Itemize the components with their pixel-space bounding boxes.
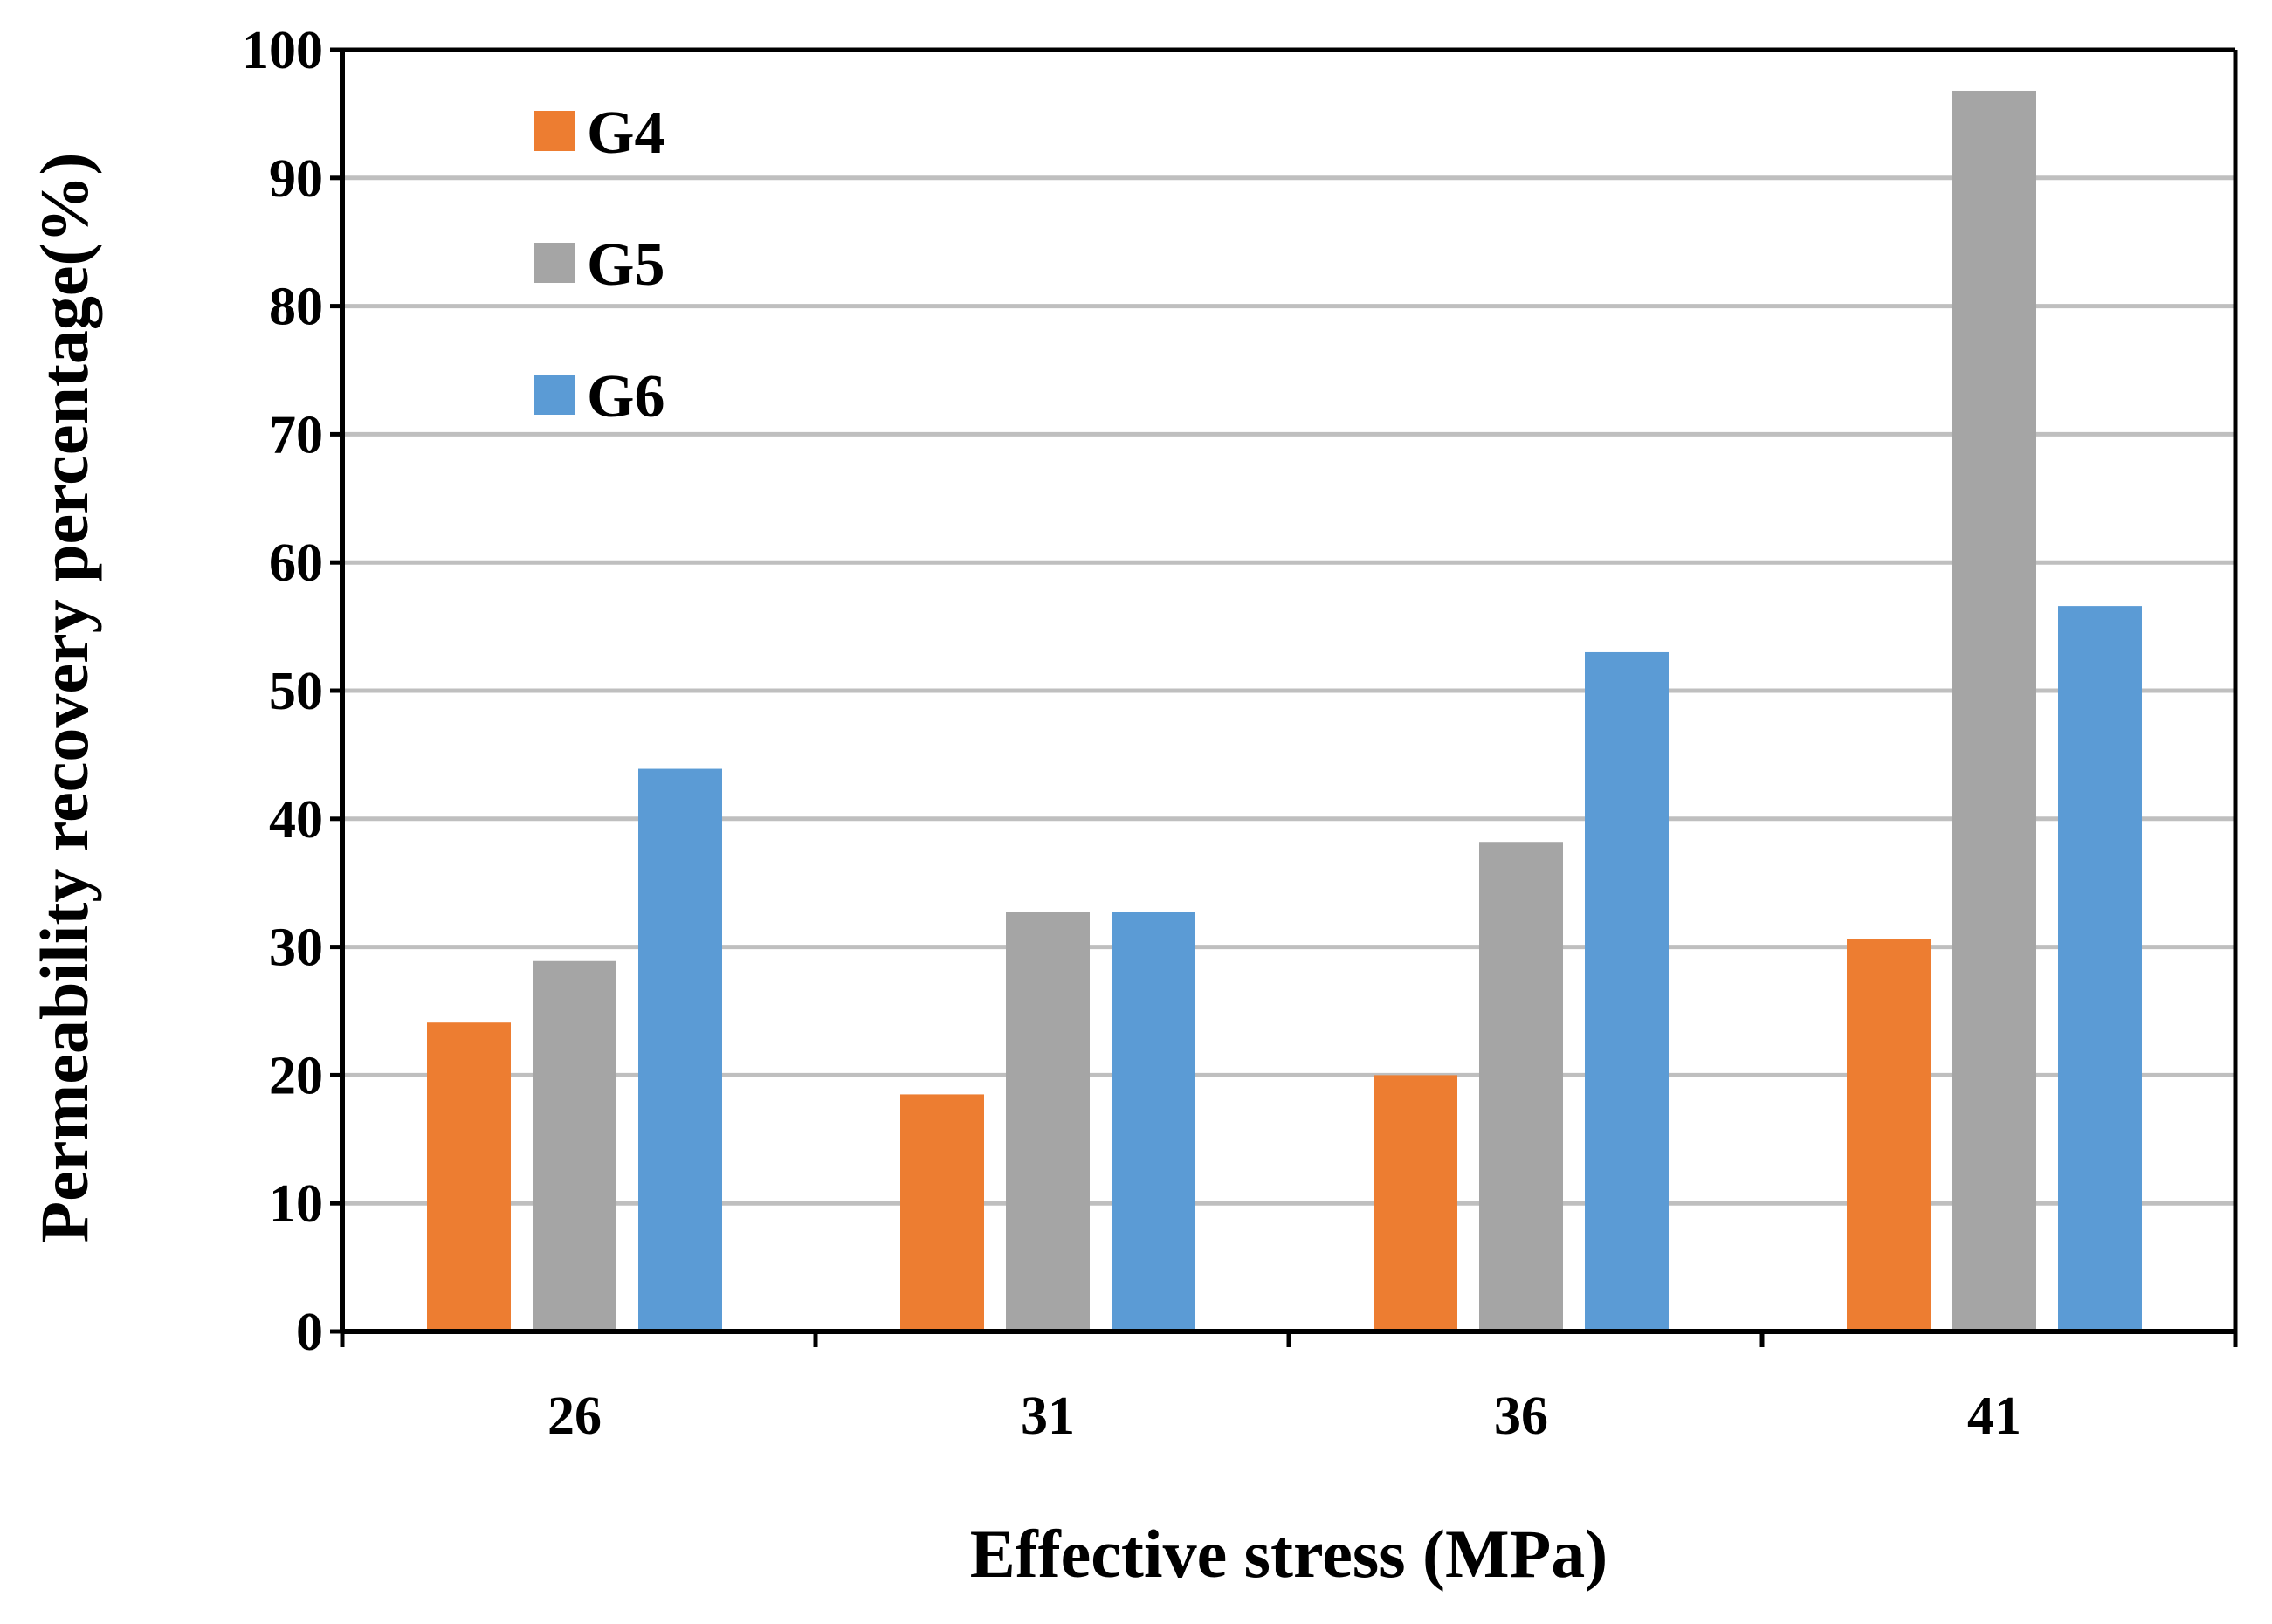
- x-tick-label: 36: [1494, 1387, 1548, 1446]
- axes: [330, 47, 2238, 1347]
- legend-label-g5: G5: [587, 231, 664, 299]
- y-tick-label: 70: [269, 405, 323, 464]
- bar-g4-41: [1847, 939, 1931, 1332]
- legend-swatch-g4: [534, 111, 575, 151]
- legend-label-g6: G6: [587, 363, 664, 430]
- bar-g5-31: [1006, 912, 1090, 1332]
- legend-swatch-g5: [534, 243, 575, 283]
- x-tick-label: 41: [1967, 1387, 2021, 1446]
- bars: [427, 90, 2142, 1332]
- bar-g4-26: [427, 1022, 511, 1332]
- bar-g6-41: [2058, 606, 2142, 1332]
- x-axis-title: Effective stress (MPa): [970, 1516, 1608, 1592]
- y-tick-label: 50: [269, 662, 323, 721]
- y-tick-label: 40: [269, 790, 323, 850]
- y-tick-label: 30: [269, 919, 323, 978]
- y-tick-label: 10: [269, 1174, 323, 1234]
- bar-g5-41: [1952, 90, 2036, 1332]
- legend-label-g4: G4: [587, 100, 664, 167]
- legend: G4 G5 G6: [534, 100, 664, 430]
- y-tick-label: 100: [242, 21, 323, 80]
- y-tick-label: 60: [269, 533, 323, 593]
- y-tick-label: 80: [269, 278, 323, 337]
- x-tick-label: 26: [547, 1387, 602, 1446]
- bar-g5-36: [1479, 842, 1563, 1332]
- legend-swatch-g6: [534, 375, 575, 415]
- bar-g5-26: [533, 960, 616, 1332]
- y-tick-label: 20: [269, 1046, 323, 1105]
- bar-g6-36: [1585, 651, 1669, 1332]
- y-axis-title: Permeability recovery percentage(%): [26, 153, 102, 1243]
- bar-g4-36: [1374, 1075, 1457, 1332]
- y-tick-label: 0: [296, 1303, 323, 1362]
- tick-labels: 0 10 20 30 40 50 60 70 80 90 100 26 31 36 41: [242, 21, 2021, 1446]
- y-tick-label: 90: [269, 149, 323, 209]
- bar-g4-31: [900, 1094, 984, 1332]
- bar-g6-31: [1112, 912, 1195, 1332]
- x-tick-label: 31: [1021, 1387, 1075, 1446]
- bar-g6-26: [638, 768, 722, 1332]
